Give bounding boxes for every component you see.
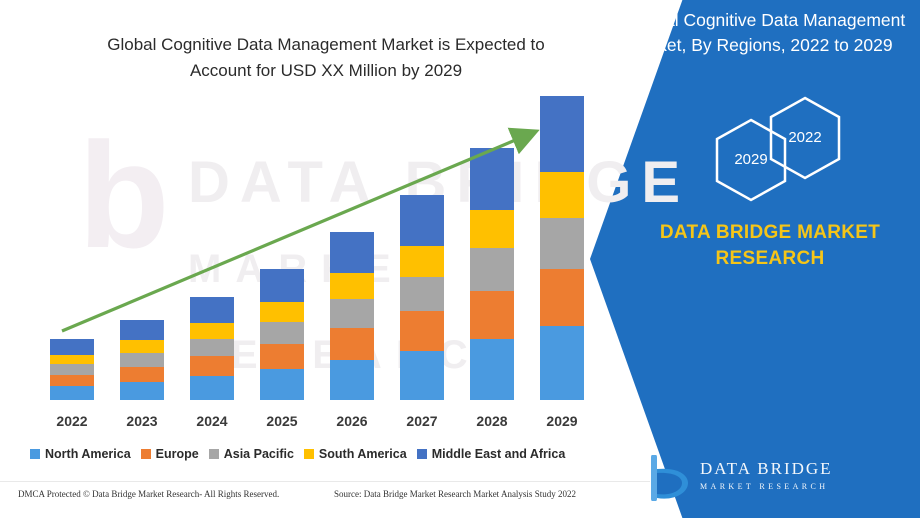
- legend-item[interactable]: North America: [30, 447, 131, 461]
- footer-divider: [0, 481, 650, 482]
- bar-segment: [260, 268, 304, 303]
- chart-title-line2: Account for USD XX Million by 2029: [189, 61, 463, 80]
- bar-segment: [50, 386, 94, 400]
- chart-legend: North America Europe Asia Pacific South Ame…: [30, 443, 610, 465]
- bar-segment: [120, 366, 164, 382]
- legend-label: Middle East and Africa: [431, 447, 566, 461]
- x-axis-label-2026: 2026: [336, 413, 368, 429]
- x-axis-label-2024: 2024: [196, 413, 228, 429]
- hexagon-2029-label: 2029: [734, 151, 768, 168]
- bar-segment: [470, 290, 514, 340]
- legend-item[interactable]: Middle East and Africa: [416, 447, 566, 461]
- bar-segment: [400, 311, 444, 351]
- x-axis-label-2022: 2022: [56, 413, 88, 429]
- bar-segment: [190, 356, 234, 376]
- legend-label: North America: [45, 447, 131, 461]
- bar-2024: [190, 296, 234, 401]
- bar-segment: [50, 339, 94, 356]
- logo-text-line1: DATA BRIDGE: [700, 459, 833, 478]
- bar-2029: [540, 96, 584, 400]
- logo-text-line2: MARKET RESEARCH: [700, 482, 829, 491]
- legend-item[interactable]: Europe: [140, 447, 199, 461]
- x-axis-label-2027: 2027: [406, 413, 438, 429]
- x-axis-label-2028: 2028: [476, 413, 508, 429]
- legend-swatch: [30, 449, 40, 459]
- bar-segment: [470, 148, 514, 211]
- legend-label: Europe: [155, 447, 199, 461]
- legend-item[interactable]: South America: [303, 447, 407, 461]
- bar-segment: [400, 350, 444, 400]
- bar-segment: [540, 218, 584, 269]
- bar-segment: [260, 302, 304, 322]
- bar-segment: [190, 375, 234, 400]
- x-axis-label-2025: 2025: [266, 413, 298, 429]
- bar-segment: [260, 368, 304, 400]
- bar-segment: [540, 326, 584, 400]
- footer-copyright: DMCA Protected © Data Bridge Market Rese…: [18, 489, 280, 499]
- bar-segment: [50, 364, 94, 375]
- footer-source: Source: Data Bridge Market Research Mark…: [334, 489, 576, 499]
- bar-2023: [120, 319, 164, 401]
- bar-2026: [330, 232, 374, 400]
- legend-label: South America: [318, 447, 407, 461]
- brand-line2: RESEARCH: [715, 248, 825, 269]
- hexagon-2022: 2022: [768, 96, 842, 180]
- bar-segment: [190, 339, 234, 357]
- bar-segment: [330, 359, 374, 400]
- bar-segment: [50, 374, 94, 387]
- chart-title: Global Cognitive Data Management Market …: [46, 32, 606, 84]
- hexagon-2022-label: 2022: [788, 129, 822, 146]
- legend-swatch: [416, 449, 427, 459]
- bar-segment: [540, 268, 584, 327]
- legend-swatch: [140, 449, 151, 459]
- brand-line1: DATA BRIDGE MARKET: [659, 222, 881, 243]
- bar-segment: [540, 96, 584, 173]
- bar-segment: [330, 232, 374, 274]
- hexagon-2022-shape: [769, 96, 841, 180]
- bar-2025: [260, 268, 304, 400]
- legend-item[interactable]: Asia Pacific: [208, 447, 294, 461]
- bar-segment: [120, 319, 164, 341]
- bar-segment: [400, 195, 444, 246]
- bar-segment: [50, 355, 94, 365]
- hexagon-group: 2029 2022: [706, 96, 886, 202]
- right-panel-title-line1: Global Cognitive Data Management: [628, 10, 906, 30]
- bar-2027: [400, 195, 444, 400]
- bar-segment: [190, 296, 234, 323]
- bar-2028: [470, 148, 514, 400]
- bar-segment: [120, 381, 164, 400]
- x-axis-label-2029: 2029: [546, 413, 578, 429]
- bar-segment: [470, 248, 514, 291]
- hexagon-2029: 2029: [714, 118, 788, 202]
- bar-segment: [470, 339, 514, 400]
- bar-segment: [400, 276, 444, 312]
- logo-text: DATA BRIDGE MARKET RESEARCH: [700, 459, 833, 491]
- x-axis-label-2023: 2023: [126, 413, 158, 429]
- bar-segment: [260, 321, 304, 344]
- hexagon-2029-shape: [715, 118, 787, 202]
- logo-b-icon: [651, 455, 688, 501]
- bar-2022: [50, 339, 94, 400]
- bar-segment: [330, 327, 374, 360]
- bar-segment: [330, 298, 374, 328]
- legend-label: Asia Pacific: [223, 447, 294, 461]
- bar-segment: [190, 322, 234, 340]
- legend-swatch: [208, 449, 219, 459]
- chart-title-line1: Global Cognitive Data Management Market …: [107, 35, 545, 54]
- bar-segment: [540, 172, 584, 219]
- chart-plot-area: 2022 2023 2024 2025 2026 2027 2028 2029: [50, 96, 584, 429]
- bar-segment: [120, 352, 164, 367]
- right-panel-title-line2: Market, By Regions, 2022 to 2029: [628, 35, 893, 55]
- bar-segment: [330, 273, 374, 299]
- brand-name: DATA BRIDGE MARKET RESEARCH: [620, 220, 920, 272]
- bar-segment: [470, 210, 514, 249]
- bar-segment: [120, 340, 164, 353]
- bar-segment: [260, 343, 304, 369]
- company-logo: DATA BRIDGE MARKET RESEARCH: [648, 455, 898, 503]
- bar-segment: [400, 245, 444, 277]
- legend-swatch: [303, 449, 314, 459]
